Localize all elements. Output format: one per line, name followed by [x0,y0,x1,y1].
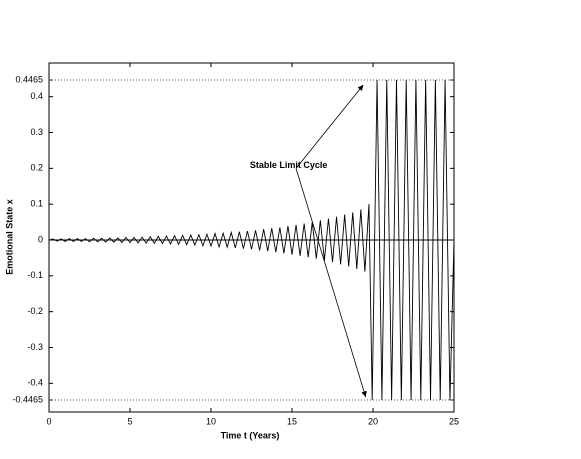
plot-frame [48,62,455,413]
x-axis-label: Time t (Years) [221,430,280,440]
y-tick-label: 0.2 [30,163,43,173]
y-tick-label: 0.4465 [15,74,43,84]
annotation-arrow [295,84,364,169]
y-tick-label: -0.1 [27,270,43,280]
y-tick-label: -0.4465 [12,394,43,404]
y-tick-label: -0.4 [27,378,43,388]
x-tick-label: 10 [206,416,216,426]
y-tick-label: 0.3 [30,127,43,137]
y-tick-label: -0.2 [27,306,43,316]
y-tick-label: 0.1 [30,199,43,209]
x-tick-label: 15 [287,416,297,426]
data-line [48,80,455,401]
y-tick-label: -0.3 [27,342,43,352]
x-tick-label: 5 [127,416,132,426]
annotation: Stable Limit Cycle [250,160,328,170]
y-tick-label: 0 [38,234,43,244]
y-axis-label: Emotional State x [4,199,14,275]
x-tick-label: 25 [449,416,459,426]
x-tick-label: 20 [368,416,378,426]
annotation-arrow [295,168,367,398]
y-tick-label: 0.4 [30,91,43,101]
x-tick-label: 0 [46,416,51,426]
